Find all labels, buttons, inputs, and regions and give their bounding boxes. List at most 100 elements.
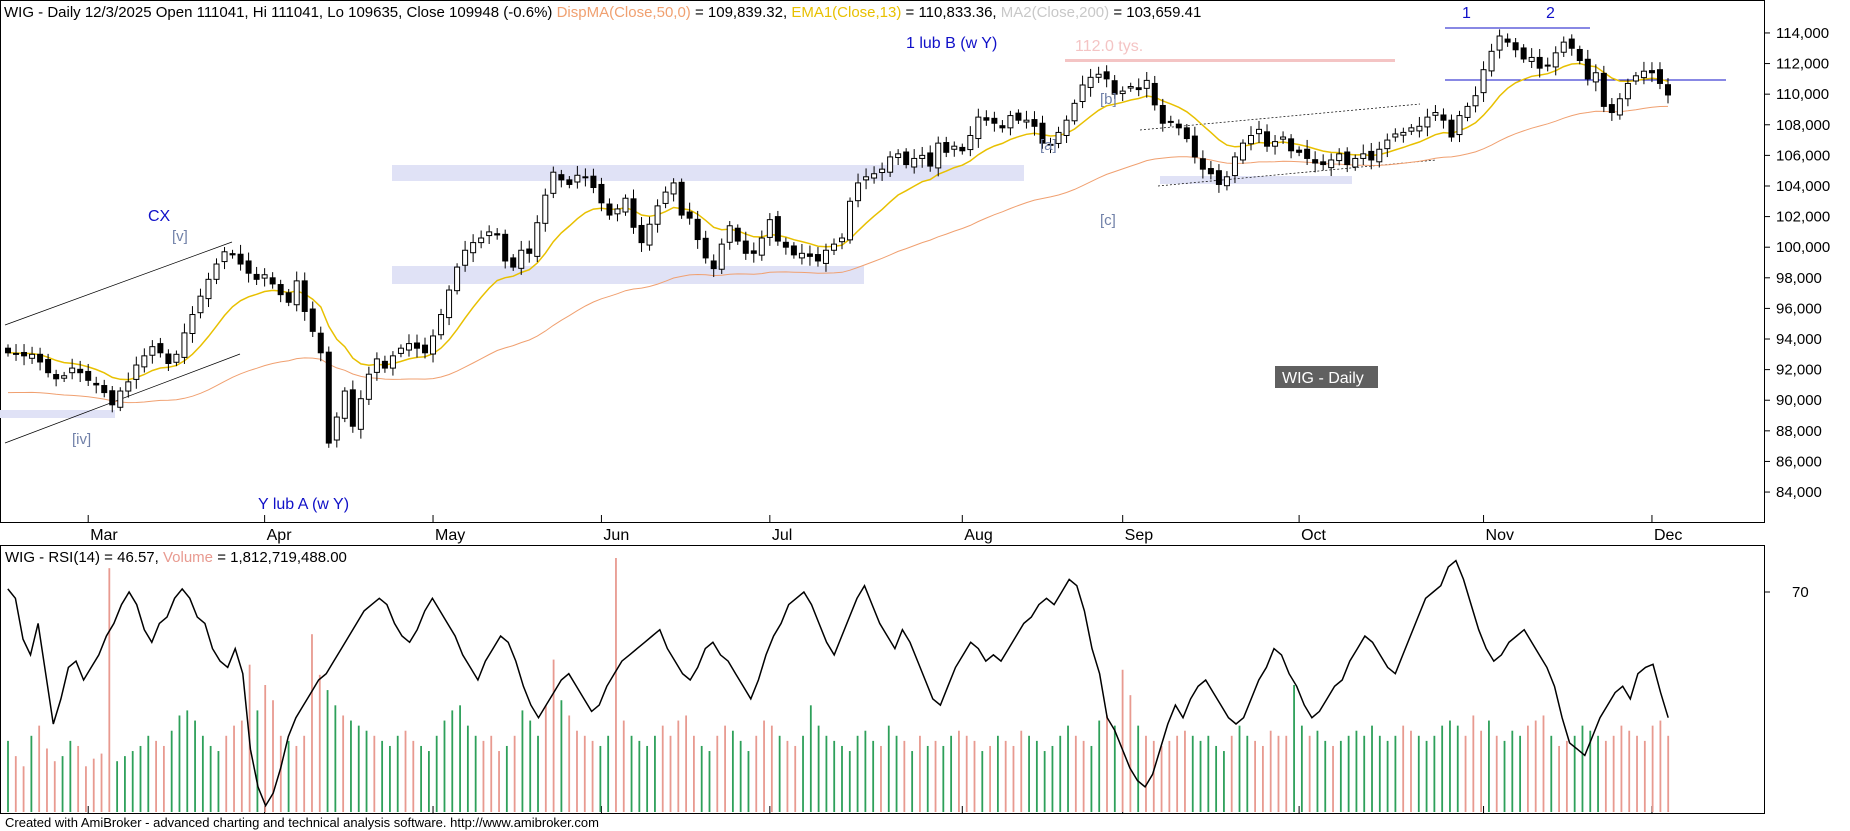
candle-body-up [478,237,485,244]
candle-body-up [181,332,188,358]
volume-bar [802,735,804,812]
volume-bar [989,745,991,812]
candle-body-up [389,355,396,369]
candle-body-down [1183,127,1190,140]
candle-body-up [1464,105,1471,118]
candle [157,337,164,358]
volume-bar [139,745,142,812]
volume-bar [747,751,750,812]
candle-body-up [1552,52,1559,68]
volume-bar [7,740,9,812]
candle-body-down [229,253,236,256]
volume-bar [856,735,859,812]
candle-body-down [1296,149,1303,153]
volume-bar [981,751,984,812]
candle-body-down [245,260,252,274]
candle-body-down [285,292,292,303]
candle [1167,115,1174,127]
volume-bar [1300,725,1303,812]
candle-body-down [494,233,501,236]
volume-bar [661,725,664,812]
candle [1087,68,1094,97]
volume-bar [240,720,243,812]
volume-bar [1480,730,1483,812]
volume-bar [303,735,306,812]
volume-bar [739,740,742,812]
candle [582,168,589,187]
volume-bar [1082,740,1085,812]
candles-layer [5,29,1671,448]
candle [871,166,878,184]
price-tick-label: 84,000 [1776,484,1822,501]
candle [1031,111,1038,136]
candle-body-up [149,346,156,356]
candle [333,412,340,448]
candle-body-up [462,249,469,266]
candle [999,120,1006,133]
volume-bar [615,558,617,812]
zone-sep [1160,176,1352,184]
candle-body-up [1528,56,1535,62]
watermark-text: WIG - Daily [1282,370,1364,387]
candle-body-down [598,183,605,204]
volume-bar [46,748,48,812]
candle [1296,146,1303,157]
candle [221,247,228,270]
volume-bar [311,634,313,812]
volume-bar [1519,735,1522,812]
candle [1360,144,1367,166]
volume-bar [1628,730,1631,812]
candle-body-up [1352,157,1359,168]
volume-bar [1410,730,1412,812]
volume-bar [591,740,594,812]
candle-body-up [29,353,36,359]
candle [806,245,813,266]
volume-bar [22,766,25,812]
candle-body-down [381,360,388,369]
candle-body-down [77,368,84,374]
candle [1448,114,1455,142]
volume-bar [1261,745,1264,812]
candle [662,186,669,209]
candle-body-down [903,151,910,166]
rsi-tick-label: 70 [1792,584,1809,601]
candle [1552,46,1559,76]
volume-bar [30,735,33,812]
month-label: Aug [964,527,992,544]
candle-body-down [317,332,324,354]
candle [1376,141,1383,168]
candle [1272,135,1279,155]
candle-body-up [221,251,228,263]
candle-body-down [1536,56,1543,69]
candle [486,225,493,244]
volume-bar [350,720,352,812]
candle [566,176,573,189]
candle-body-up [582,176,589,179]
volume-bar [1643,740,1646,812]
footer-credit: Created with AmiBroker - advanced charti… [5,815,599,830]
candle-body-down [1504,38,1511,43]
candle [550,166,557,199]
month-label: Oct [1301,527,1326,544]
candle [1231,152,1238,184]
candle-body-down [1031,119,1038,127]
candle [919,146,926,168]
candle [1127,82,1134,92]
volume-bar [1495,735,1498,812]
volume-bar [318,674,321,812]
candle [742,231,749,260]
candle-body-up [847,200,854,241]
candle-body-up [863,176,870,181]
candle-body-down [686,211,693,219]
candle-body-up [871,173,878,179]
volume-bar [1028,735,1030,812]
volume-bar [942,745,945,812]
volume-bar [1230,735,1233,812]
candle [93,376,100,394]
month-label: Apr [267,527,293,544]
volume-bar [61,756,64,812]
candle [534,215,541,263]
candle [574,165,581,189]
volume-bar [919,735,921,812]
annotation-iv: [iv] [72,431,91,448]
